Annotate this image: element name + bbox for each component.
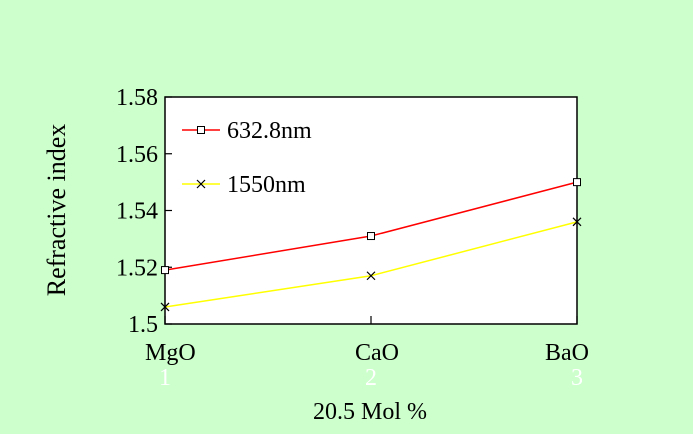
y-tick-label: 1.54	[116, 199, 158, 225]
data-point	[367, 232, 375, 241]
x-category-label: MgO	[145, 340, 196, 366]
x-index-label: 1	[159, 365, 171, 391]
x-index-label: 3	[571, 365, 583, 391]
data-point	[573, 178, 581, 187]
y-tick-label: 1.58	[116, 85, 158, 111]
y-axis-label: Refractive index	[42, 124, 71, 297]
legend-marker	[197, 126, 205, 134]
legend-label: 1550nm	[227, 172, 306, 198]
data-point	[160, 302, 170, 312]
y-tick-label: 1.5	[128, 312, 158, 338]
data-point	[161, 266, 169, 275]
x-marker-stroke	[196, 179, 206, 189]
y-tick-label: 1.52	[116, 255, 158, 281]
x-axis-label: 20.5 Mol %	[313, 399, 427, 425]
x-category-label: BaO	[545, 340, 589, 366]
data-point	[366, 271, 376, 281]
y-tick-label: 1.56	[116, 142, 158, 168]
x-marker-stroke	[572, 217, 582, 227]
plot-area	[164, 96, 578, 325]
x-index-label: 2	[365, 365, 377, 391]
legend-marker	[196, 179, 206, 189]
x-marker-stroke	[160, 302, 170, 312]
series-layer	[160, 178, 582, 312]
legend-label: 632.8nm	[227, 118, 312, 144]
legend: 632.8nm 1550nm	[182, 118, 312, 198]
x-marker-stroke	[366, 271, 376, 281]
y-axis-ticks: 1.5 1.52 1.54 1.56 1.58	[116, 85, 172, 338]
data-point	[572, 217, 582, 227]
x-category-label: CaO	[355, 340, 399, 366]
